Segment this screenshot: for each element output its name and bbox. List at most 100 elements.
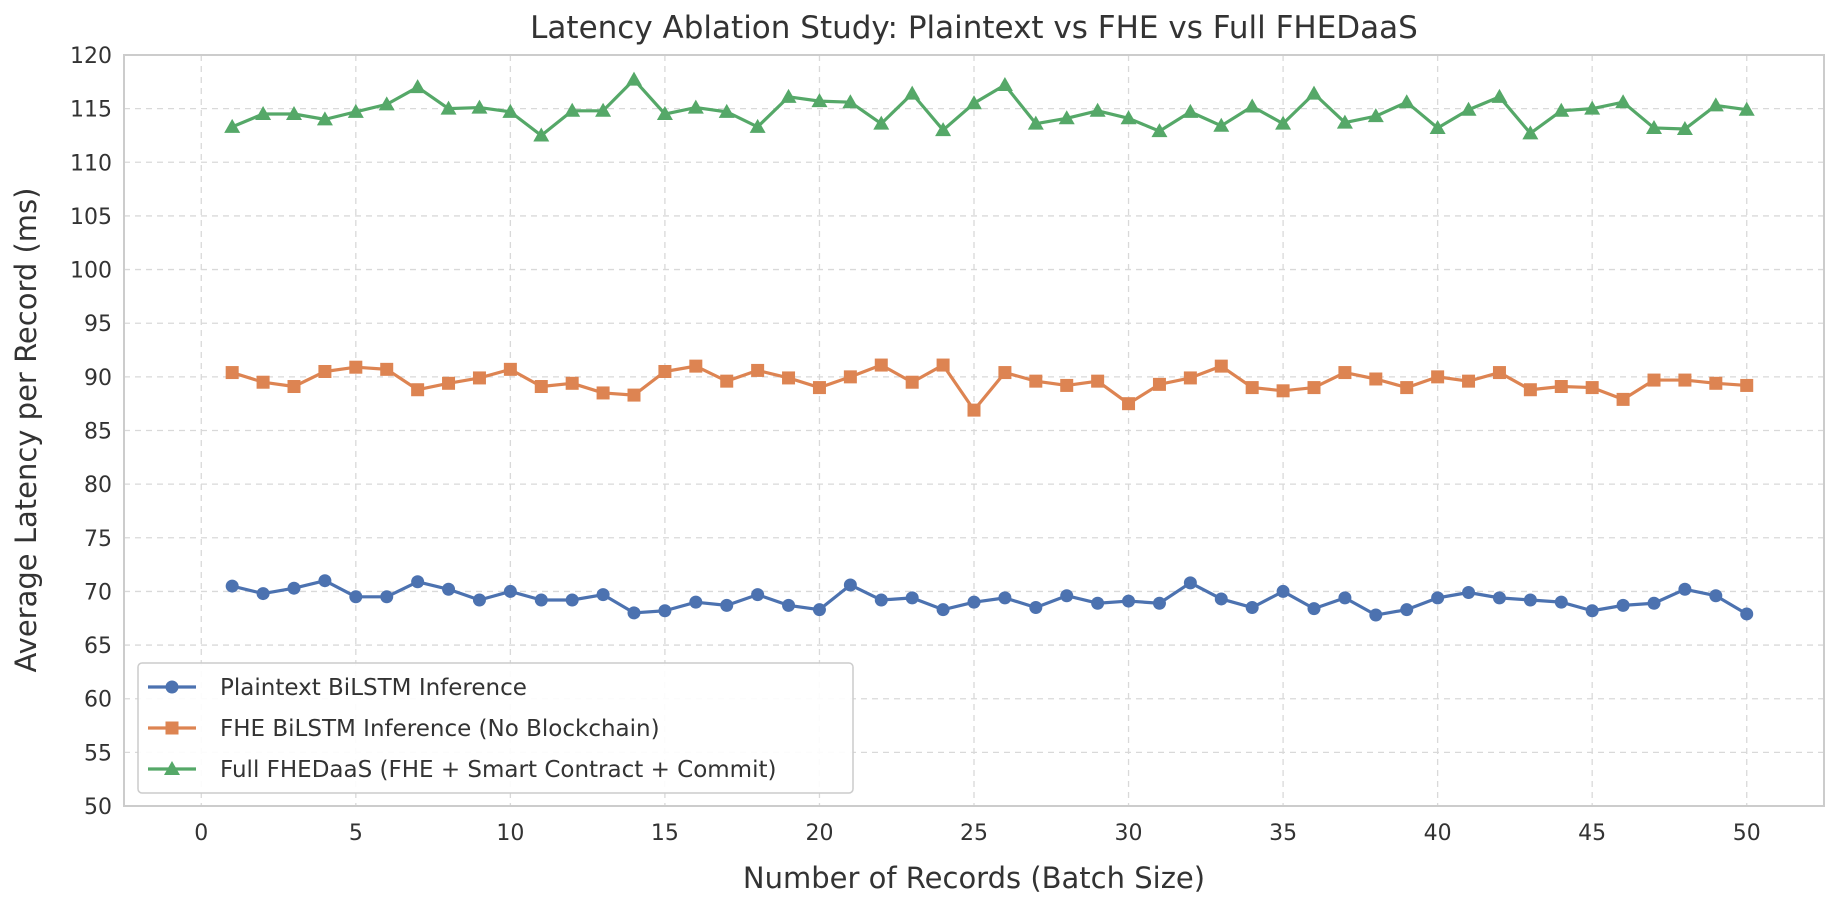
data-point bbox=[1029, 374, 1043, 388]
series-1 bbox=[225, 574, 1754, 622]
data-point bbox=[256, 587, 270, 601]
data-point bbox=[1554, 595, 1568, 609]
data-point bbox=[905, 591, 919, 605]
x-axis-label: Number of Records (Batch Size) bbox=[743, 861, 1205, 895]
y-tick-label: 120 bbox=[70, 44, 112, 69]
data-point bbox=[596, 386, 610, 400]
data-point bbox=[751, 363, 765, 377]
data-point bbox=[782, 598, 796, 612]
data-point bbox=[1431, 370, 1445, 384]
x-tick-label: 10 bbox=[496, 821, 524, 846]
data-point bbox=[1585, 604, 1599, 618]
data-point bbox=[1122, 397, 1136, 411]
data-point bbox=[1615, 94, 1632, 109]
data-point bbox=[874, 358, 888, 372]
series-layer bbox=[224, 71, 1755, 622]
data-point bbox=[1214, 592, 1228, 606]
data-point bbox=[1522, 125, 1539, 140]
data-point bbox=[1585, 381, 1599, 395]
data-point bbox=[1307, 602, 1321, 616]
data-point bbox=[1709, 376, 1723, 390]
legend-marker bbox=[165, 721, 179, 735]
legend-label: FHE BiLSTM Inference (No Blockchain) bbox=[220, 716, 660, 742]
y-tick-label: 95 bbox=[84, 312, 112, 337]
data-point bbox=[1616, 392, 1630, 406]
data-point bbox=[689, 359, 703, 373]
data-point bbox=[534, 593, 548, 607]
data-point bbox=[627, 388, 641, 402]
data-point bbox=[565, 376, 579, 390]
data-point bbox=[316, 111, 333, 126]
data-point bbox=[1152, 596, 1166, 610]
data-point bbox=[1400, 381, 1414, 395]
data-point bbox=[472, 593, 486, 607]
data-point bbox=[751, 588, 765, 602]
data-point bbox=[564, 102, 581, 117]
data-point bbox=[1709, 589, 1723, 603]
chart-title: Latency Ablation Study: Plaintext vs FHE… bbox=[530, 10, 1418, 46]
data-point bbox=[967, 403, 981, 417]
data-point bbox=[1462, 586, 1476, 600]
plot-frame bbox=[123, 54, 1825, 807]
x-tick-label: 5 bbox=[349, 821, 363, 846]
data-point bbox=[409, 79, 426, 94]
data-point bbox=[1367, 108, 1384, 123]
data-point bbox=[782, 371, 796, 385]
x-tick-label: 35 bbox=[1269, 821, 1297, 846]
data-point bbox=[472, 371, 486, 385]
data-point bbox=[967, 595, 981, 609]
data-point bbox=[1554, 380, 1568, 394]
data-point bbox=[1183, 576, 1197, 590]
data-point bbox=[1491, 88, 1508, 103]
y-tick-label: 60 bbox=[84, 688, 112, 713]
data-point bbox=[1060, 378, 1074, 392]
data-point bbox=[503, 362, 517, 376]
y-axis-ticks: 50 55 60 65 70 75 80 85 90 95 100 105 110 115 120 bbox=[70, 44, 112, 820]
data-point bbox=[1276, 584, 1290, 598]
data-point bbox=[1183, 371, 1197, 385]
y-tick-label: 110 bbox=[70, 151, 112, 176]
legend-label: Full FHEDaaS (FHE + Smart Contract + Com… bbox=[220, 757, 776, 783]
data-point bbox=[411, 383, 425, 397]
data-point bbox=[1058, 110, 1075, 125]
data-point bbox=[318, 364, 332, 378]
data-point bbox=[1462, 374, 1476, 388]
data-point bbox=[502, 103, 519, 118]
data-point bbox=[658, 604, 672, 618]
x-tick-label: 50 bbox=[1733, 821, 1761, 846]
data-point bbox=[1091, 596, 1105, 610]
data-point bbox=[996, 77, 1013, 92]
data-point bbox=[687, 99, 704, 114]
data-point bbox=[1338, 366, 1352, 380]
data-point bbox=[1492, 366, 1506, 380]
y-tick-label: 70 bbox=[84, 580, 112, 605]
data-point bbox=[1245, 601, 1259, 615]
series-3 bbox=[224, 71, 1755, 142]
data-point bbox=[1740, 607, 1754, 621]
data-point bbox=[966, 95, 982, 110]
data-point bbox=[534, 380, 548, 394]
data-point bbox=[1275, 115, 1292, 130]
data-point bbox=[627, 606, 641, 620]
data-point bbox=[1213, 117, 1230, 132]
data-point bbox=[255, 106, 272, 121]
data-point bbox=[1400, 603, 1414, 617]
y-tick-label: 85 bbox=[84, 420, 112, 445]
data-point bbox=[1244, 98, 1261, 113]
data-point bbox=[873, 115, 890, 130]
data-point bbox=[811, 93, 828, 108]
data-point bbox=[718, 103, 735, 118]
data-point bbox=[843, 578, 857, 592]
data-point bbox=[533, 127, 550, 142]
data-point bbox=[1089, 102, 1106, 117]
y-tick-label: 105 bbox=[70, 205, 112, 230]
data-point bbox=[349, 360, 363, 374]
data-point bbox=[1152, 377, 1166, 391]
x-tick-label: 25 bbox=[960, 821, 988, 846]
data-point bbox=[1523, 593, 1537, 607]
data-point bbox=[1678, 582, 1692, 596]
data-point bbox=[287, 581, 301, 595]
data-point bbox=[1676, 121, 1693, 136]
data-point bbox=[1122, 594, 1136, 608]
